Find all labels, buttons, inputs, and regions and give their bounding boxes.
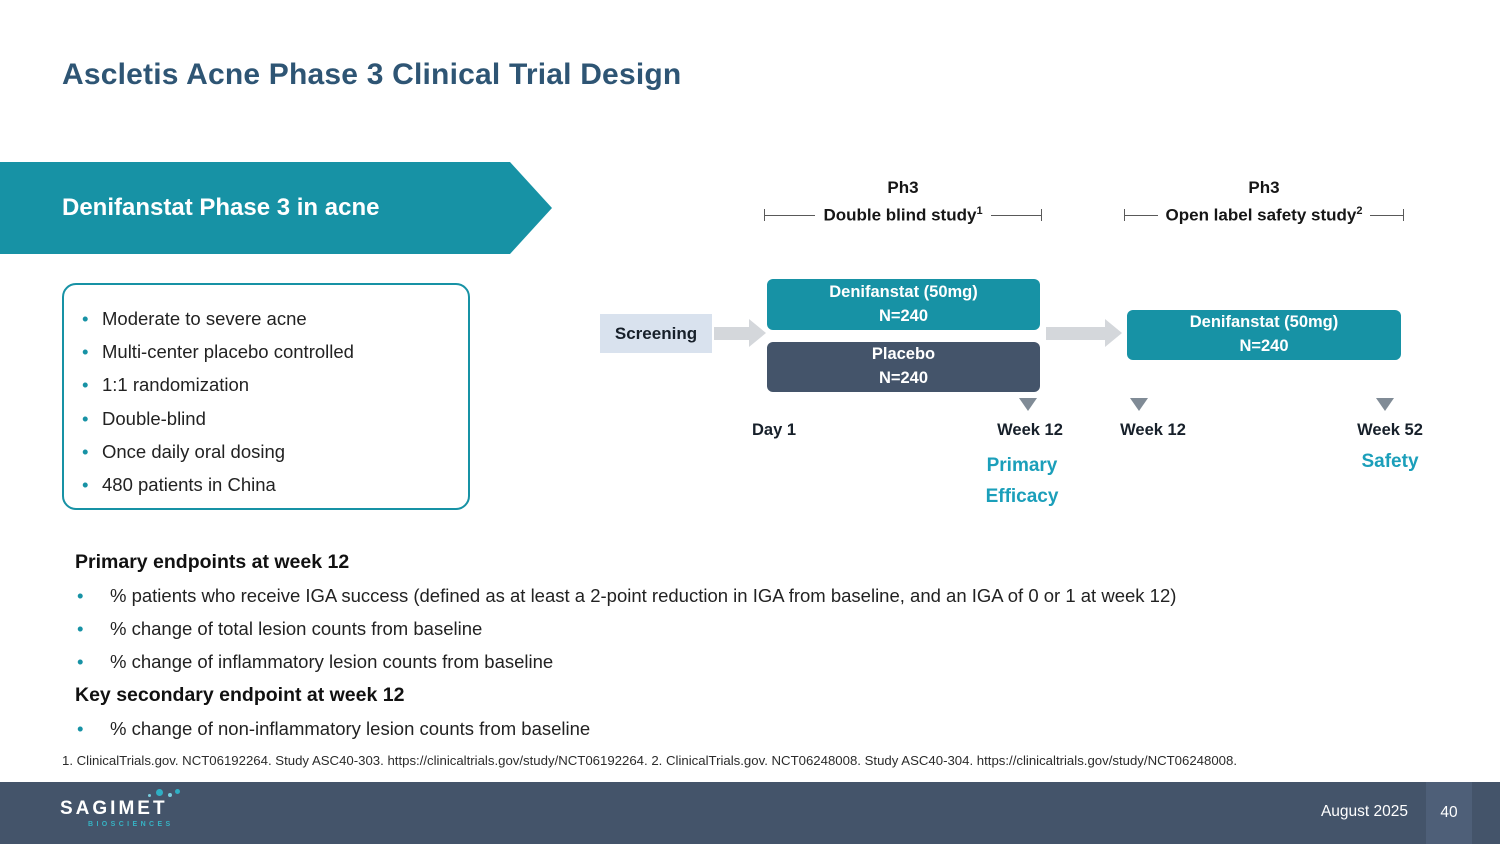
feature-list-item: 1:1 randomization — [82, 368, 456, 401]
trial-feature-box: Moderate to severe acne Multi-center pla… — [62, 283, 470, 510]
footer-date: August 2025 — [1320, 803, 1408, 820]
arrow-shaft — [1046, 326, 1105, 340]
timeline-day1: Day 1 — [752, 421, 797, 439]
arm-n-label: N=240 — [878, 369, 929, 387]
bracket-left-icon — [764, 208, 816, 222]
phase2-name: Ph3 — [1248, 178, 1280, 197]
arm-box-placebo: Placebo N=240 — [767, 342, 1040, 392]
arrow-head — [749, 319, 766, 347]
arm-drug-label: Placebo — [871, 345, 936, 364]
arm-box-denifanstat-2: Denifanstat (50mg) N=240 — [1127, 310, 1401, 360]
feature-list-item: Double-blind — [82, 402, 456, 435]
footnote-ref: 2 — [1356, 205, 1363, 217]
sagimet-logo: SAGIMET BIOSCIENCES — [60, 788, 190, 828]
primary-endpoints-list: % patients who receive IGA success (defi… — [62, 579, 1492, 679]
phase1-label: Double blind study1 — [823, 205, 983, 225]
flow-arrow-icon — [1046, 319, 1122, 347]
secondary-endpoints-list: % change of non-inflammatory lesion coun… — [62, 712, 1492, 745]
feature-list-item: Once daily oral dosing — [82, 435, 456, 468]
bracket-left-icon — [1124, 208, 1158, 222]
timeline-marker-icon — [1019, 398, 1037, 411]
secondary-endpoint-heading: Key secondary endpoint at week 12 — [75, 683, 405, 706]
footnote-ref: 1 — [976, 205, 983, 217]
timeline-week12-a: Week 12 — [997, 421, 1063, 439]
flow-arrow-icon — [714, 319, 766, 347]
feature-list-item: 480 patients in China — [82, 468, 456, 501]
phase1-name: Ph3 — [887, 178, 919, 197]
timeline-marker-icon — [1376, 398, 1394, 411]
phase2-label: Open label safety study2 — [1165, 205, 1363, 225]
endpoints-section: Primary endpoints at week 12 % patients … — [62, 546, 1492, 745]
bracket-right-icon — [990, 208, 1043, 222]
arm-box-denifanstat-1: Denifanstat (50mg) N=240 — [767, 279, 1040, 330]
endpoint-item: % patients who receive IGA success (defi… — [62, 579, 1492, 612]
bracket-right-icon — [1370, 208, 1404, 222]
endpoint-item: % change of inflammatory lesion counts f… — [62, 645, 1492, 678]
primary-endpoints-heading: Primary endpoints at week 12 — [75, 551, 350, 573]
feature-list: Moderate to severe acne Multi-center pla… — [82, 302, 456, 501]
endpoint-item: % change of total lesion counts from bas… — [62, 612, 1492, 645]
arrow-shaft — [714, 326, 749, 340]
arm-n-label: N=240 — [878, 306, 929, 325]
phase1-bracket: Double blind study1 — [764, 205, 1043, 226]
page-title: Ascletis Acne Phase 3 Clinical Trial Des… — [62, 58, 682, 91]
phase-header-open-label: Ph3 Open label safety study2 — [1124, 178, 1404, 226]
endpoint-item: % change of non-inflammatory lesion coun… — [62, 712, 1492, 745]
arm-drug-label: Denifanstat (50mg) — [1189, 313, 1339, 332]
section-banner-label: Denifanstat Phase 3 in acne — [62, 194, 380, 221]
page-number: 40 — [1426, 782, 1472, 844]
logo-dots-icon — [146, 788, 182, 803]
timeline-marker-icon — [1130, 398, 1148, 411]
arrow-head — [1105, 319, 1122, 347]
phase2-bracket: Open label safety study2 — [1124, 205, 1404, 226]
phase-header-double-blind: Ph3 Double blind study1 — [764, 178, 1043, 226]
feature-list-item: Multi-center placebo controlled — [82, 335, 456, 368]
arm-n-label: N=240 — [1239, 337, 1289, 355]
timeline-week12-b: Week 12 — [1120, 421, 1186, 439]
footer-bar: SAGIMET BIOSCIENCES August 2025 40 — [0, 782, 1500, 844]
primary-efficacy-label: Primary Efficacy — [985, 455, 1059, 507]
safety-label: Safety — [1361, 451, 1419, 472]
feature-list-item: Moderate to severe acne — [82, 302, 456, 335]
footnote: 1. ClinicalTrials.gov. NCT06192264. Stud… — [62, 753, 1238, 768]
timeline-week52: Week 52 — [1357, 421, 1423, 439]
logo-text: SAGIMET — [60, 797, 168, 819]
screening-box: Screening — [600, 314, 712, 353]
arm-drug-label: Denifanstat (50mg) — [829, 282, 978, 301]
logo-subtext: BIOSCIENCES — [88, 820, 174, 828]
section-banner: Denifanstat Phase 3 in acne — [0, 162, 552, 254]
